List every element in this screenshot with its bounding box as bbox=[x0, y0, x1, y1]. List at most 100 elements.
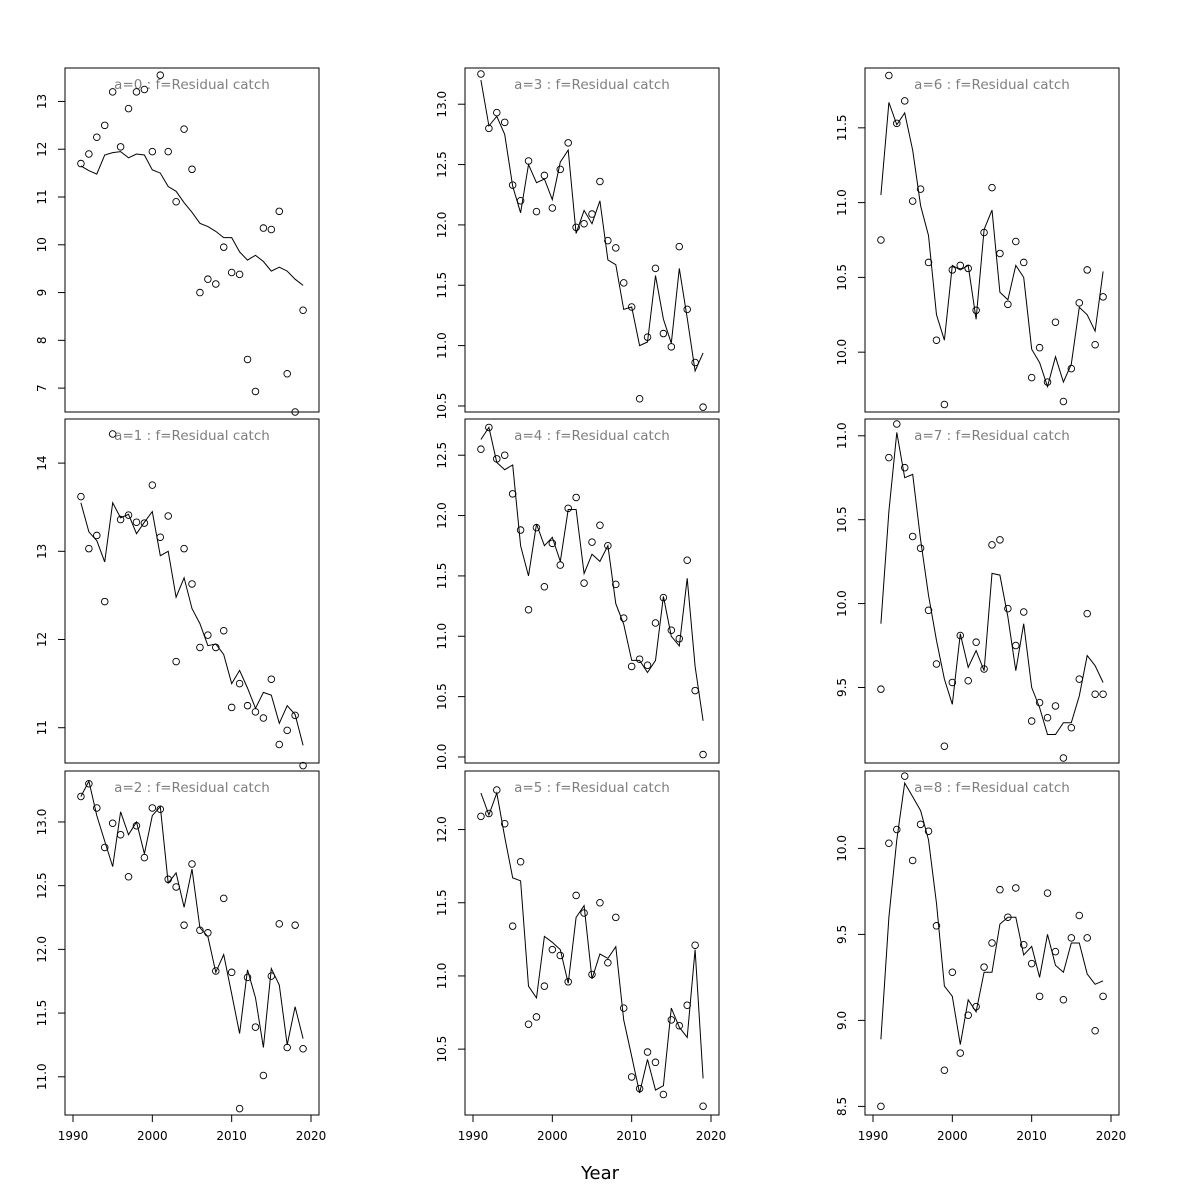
observed-point bbox=[980, 963, 988, 971]
observed-point bbox=[485, 423, 493, 432]
observed-point bbox=[683, 556, 691, 564]
observed-point bbox=[564, 978, 572, 986]
y-tick-label: 14 bbox=[35, 455, 49, 470]
observed-point bbox=[604, 959, 612, 967]
observed-point bbox=[1083, 266, 1091, 274]
observed-point bbox=[675, 242, 684, 251]
observed-point bbox=[556, 951, 565, 960]
observed-point bbox=[619, 1004, 628, 1012]
observed-point bbox=[675, 1021, 684, 1030]
y-tick-label: 12.0 bbox=[435, 212, 449, 239]
observed-point bbox=[140, 853, 149, 862]
observed-point bbox=[1075, 299, 1084, 307]
observed-point bbox=[219, 243, 228, 251]
observed-point bbox=[980, 665, 988, 673]
observed-point bbox=[516, 858, 525, 866]
observed-point bbox=[667, 626, 676, 634]
observed-point bbox=[604, 236, 612, 245]
observed-point bbox=[93, 804, 101, 812]
observed-point bbox=[77, 792, 85, 801]
observed-point bbox=[132, 518, 141, 526]
fitted-line bbox=[480, 426, 704, 721]
observed-point bbox=[659, 593, 668, 602]
observed-point bbox=[524, 1020, 533, 1028]
x-tick-label: 1990 bbox=[458, 1129, 489, 1143]
panel-title: a=1 : f=Residual catch bbox=[114, 428, 270, 444]
observed-point bbox=[548, 539, 557, 548]
observed-point bbox=[508, 181, 517, 189]
observed-point bbox=[212, 280, 220, 288]
observed-point bbox=[572, 223, 580, 232]
y-tick-label: 11.0 bbox=[435, 623, 449, 650]
observed-point bbox=[299, 1044, 307, 1053]
observed-point bbox=[691, 686, 699, 695]
observed-point bbox=[572, 891, 580, 900]
observed-point bbox=[156, 805, 165, 813]
observed-point bbox=[1051, 318, 1060, 327]
observed-point bbox=[667, 1016, 676, 1024]
panel-title: a=2 : f=Residual catch bbox=[114, 780, 270, 796]
observed-point bbox=[124, 872, 133, 881]
y-tick-label: 11.5 bbox=[435, 889, 449, 916]
panel-frame bbox=[64, 67, 320, 413]
observed-point bbox=[643, 1048, 652, 1056]
observed-point bbox=[188, 165, 196, 174]
observed-point bbox=[1043, 889, 1052, 897]
observed-point bbox=[291, 408, 299, 416]
y-tick-label: 10.0 bbox=[435, 744, 449, 771]
observed-point bbox=[1043, 713, 1052, 722]
observed-point bbox=[1012, 641, 1020, 650]
observed-point bbox=[100, 121, 109, 130]
observed-point bbox=[691, 941, 699, 949]
observed-point bbox=[259, 1071, 268, 1080]
observed-point bbox=[893, 825, 901, 834]
observed-point bbox=[108, 430, 117, 438]
observed-point bbox=[1012, 237, 1020, 246]
observed-point bbox=[548, 945, 557, 954]
observed-point bbox=[93, 531, 101, 540]
observed-point bbox=[132, 88, 141, 96]
observed-point bbox=[172, 883, 180, 891]
observed-point bbox=[956, 261, 965, 270]
observed-point bbox=[148, 804, 157, 812]
observed-point bbox=[675, 634, 684, 643]
y-tick-label: 13 bbox=[35, 544, 49, 559]
observed-point bbox=[635, 655, 644, 663]
observed-point bbox=[580, 219, 588, 228]
observed-point bbox=[516, 526, 525, 534]
x-axis-label: Year bbox=[580, 1163, 620, 1184]
observed-point bbox=[612, 244, 620, 252]
observed-point bbox=[283, 1043, 291, 1052]
observed-point bbox=[508, 922, 517, 930]
observed-point bbox=[996, 885, 1004, 894]
observed-point bbox=[148, 481, 157, 489]
observed-point bbox=[500, 819, 509, 828]
observed-point bbox=[916, 820, 925, 829]
observed-point bbox=[596, 521, 604, 529]
observed-point bbox=[588, 538, 596, 546]
x-tick-label: 2020 bbox=[296, 1129, 327, 1143]
observed-point bbox=[164, 875, 172, 884]
observed-point bbox=[132, 822, 141, 830]
panel-frame bbox=[64, 418, 320, 764]
x-tick-label: 2000 bbox=[537, 1129, 568, 1143]
observed-point bbox=[948, 968, 957, 976]
observed-point bbox=[196, 926, 204, 935]
observed-point bbox=[612, 913, 620, 922]
observed-point bbox=[493, 455, 501, 463]
observed-point bbox=[243, 355, 252, 364]
fitted-line bbox=[80, 151, 304, 286]
x-tick-label: 1990 bbox=[58, 1129, 89, 1143]
observed-point bbox=[493, 108, 501, 117]
observed-point bbox=[85, 150, 93, 158]
y-tick-label: 13 bbox=[35, 94, 49, 109]
observed-point bbox=[940, 400, 949, 409]
observed-point bbox=[956, 1049, 965, 1057]
observed-point bbox=[627, 662, 636, 671]
observed-point bbox=[893, 119, 901, 128]
observed-point bbox=[900, 772, 909, 780]
observed-point bbox=[932, 660, 941, 668]
panel-title: a=4 : f=Residual catch bbox=[514, 428, 670, 444]
y-tick-label: 9.5 bbox=[835, 925, 849, 944]
